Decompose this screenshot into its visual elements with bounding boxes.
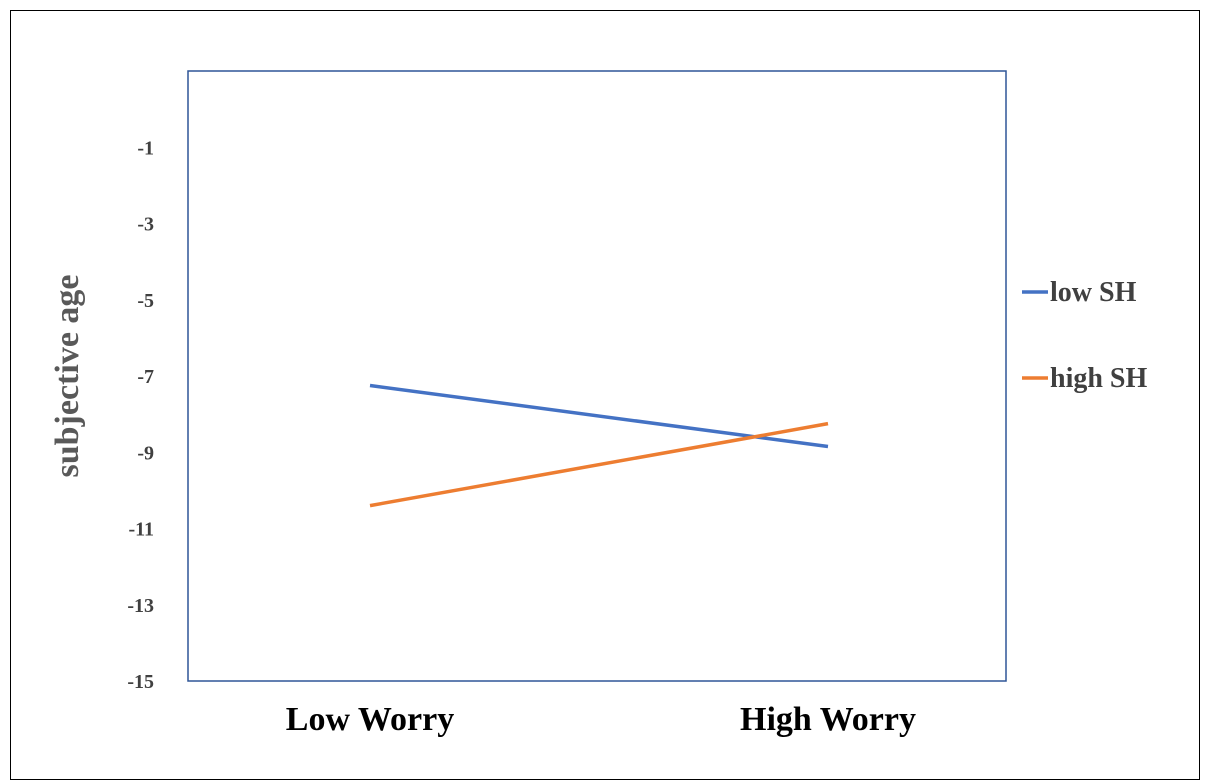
y-tick-label: -9	[137, 442, 154, 464]
y-tick-label: -1	[137, 137, 154, 159]
y-tick-label: -13	[127, 595, 154, 617]
chart-frame	[10, 10, 1200, 780]
y-tick-label: -7	[137, 366, 154, 388]
x-category-label: High Worry	[740, 701, 916, 738]
x-category-label: Low Worry	[286, 701, 454, 738]
y-tick-label: -5	[137, 290, 154, 312]
series-lines	[369, 383, 829, 508]
legend: low SH high SH	[1022, 277, 1147, 394]
y-tick-label: -3	[137, 214, 154, 236]
legend-label: high SH	[1050, 363, 1147, 394]
x-axis-categories: Low Worry High Worry	[286, 701, 916, 738]
legend-label: low SH	[1050, 277, 1137, 308]
y-tick-label: -11	[128, 519, 154, 541]
y-axis-ticks: -1 -3 -5 -7 -9 -11 -13 -15	[127, 137, 154, 693]
plot-area	[187, 70, 1007, 682]
series-line-1	[369, 421, 829, 508]
y-axis-title: subjective age	[49, 274, 86, 477]
y-tick-label: -15	[127, 671, 154, 693]
